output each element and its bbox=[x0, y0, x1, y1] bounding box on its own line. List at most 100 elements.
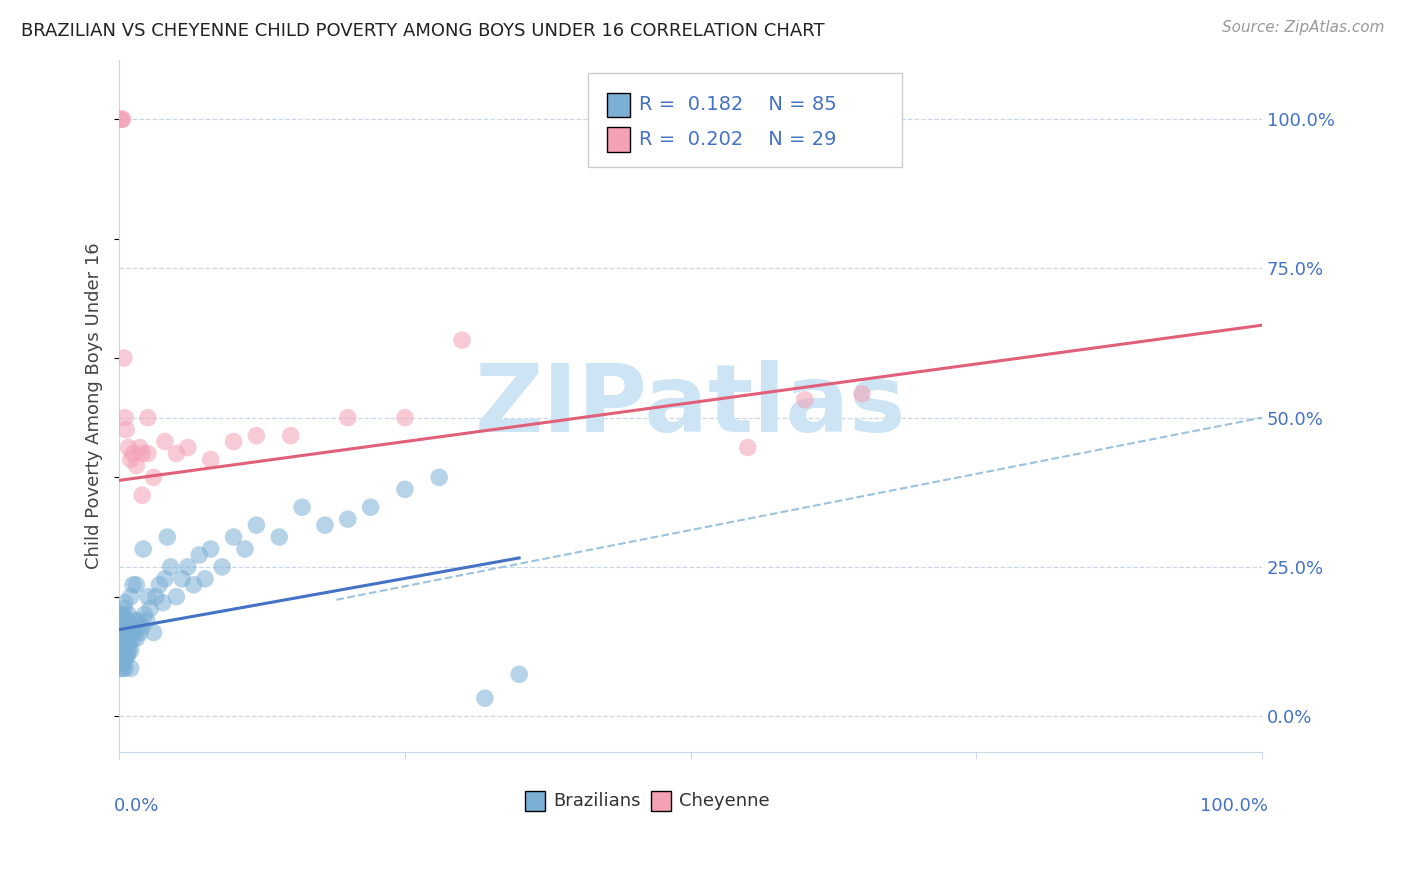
Point bbox=[112, 601, 135, 615]
Point bbox=[136, 590, 159, 604]
Point bbox=[111, 112, 134, 127]
Point bbox=[165, 446, 187, 460]
Point bbox=[233, 541, 256, 556]
Point bbox=[110, 112, 132, 127]
Point bbox=[851, 387, 873, 401]
Point bbox=[125, 632, 148, 646]
Point bbox=[128, 441, 150, 455]
Point bbox=[112, 619, 135, 633]
Point bbox=[336, 410, 359, 425]
Point bbox=[115, 638, 138, 652]
Point bbox=[110, 656, 132, 670]
Point bbox=[110, 625, 132, 640]
Point bbox=[111, 661, 134, 675]
Point bbox=[156, 530, 179, 544]
Point bbox=[122, 446, 145, 460]
Point bbox=[145, 590, 167, 604]
Point bbox=[451, 333, 474, 347]
Point bbox=[125, 458, 148, 473]
Point bbox=[139, 601, 162, 615]
Point bbox=[211, 560, 233, 574]
Point bbox=[117, 625, 139, 640]
Point bbox=[111, 638, 134, 652]
Point bbox=[117, 643, 139, 657]
Point bbox=[152, 596, 174, 610]
Point bbox=[112, 643, 135, 657]
Point bbox=[122, 632, 145, 646]
Point bbox=[117, 649, 139, 664]
Point bbox=[177, 441, 200, 455]
Point bbox=[200, 452, 222, 467]
Text: R =  0.182    N = 85: R = 0.182 N = 85 bbox=[640, 95, 837, 114]
Point bbox=[128, 625, 150, 640]
Point bbox=[110, 661, 132, 675]
Point bbox=[114, 638, 136, 652]
Point bbox=[114, 625, 136, 640]
Point bbox=[110, 649, 132, 664]
Point bbox=[120, 643, 142, 657]
Point bbox=[131, 446, 153, 460]
Point bbox=[114, 614, 136, 628]
FancyBboxPatch shape bbox=[651, 791, 671, 811]
Point bbox=[291, 500, 314, 515]
Point bbox=[114, 661, 136, 675]
Point bbox=[117, 607, 139, 622]
Point bbox=[118, 638, 141, 652]
Point bbox=[194, 572, 217, 586]
Text: Cheyenne: Cheyenne bbox=[679, 792, 769, 810]
Point bbox=[142, 470, 165, 484]
Point bbox=[183, 578, 205, 592]
Point bbox=[128, 614, 150, 628]
Point bbox=[122, 578, 145, 592]
Point bbox=[136, 410, 159, 425]
Point bbox=[394, 483, 416, 497]
Point bbox=[114, 410, 136, 425]
Point bbox=[165, 590, 187, 604]
Text: BRAZILIAN VS CHEYENNE CHILD POVERTY AMONG BOYS UNDER 16 CORRELATION CHART: BRAZILIAN VS CHEYENNE CHILD POVERTY AMON… bbox=[21, 22, 825, 40]
Point bbox=[117, 441, 139, 455]
Point bbox=[737, 441, 759, 455]
Point bbox=[110, 112, 132, 127]
Point bbox=[111, 607, 134, 622]
FancyBboxPatch shape bbox=[607, 128, 630, 152]
Point bbox=[132, 541, 155, 556]
Point bbox=[125, 578, 148, 592]
Point bbox=[131, 488, 153, 502]
FancyBboxPatch shape bbox=[588, 73, 903, 167]
Point bbox=[222, 434, 245, 449]
Point bbox=[131, 619, 153, 633]
Point bbox=[177, 560, 200, 574]
Point bbox=[111, 632, 134, 646]
Point bbox=[112, 632, 135, 646]
FancyBboxPatch shape bbox=[607, 93, 630, 117]
Point bbox=[120, 625, 142, 640]
Point bbox=[508, 667, 530, 681]
Point bbox=[188, 548, 211, 562]
Point bbox=[110, 614, 132, 628]
Point bbox=[110, 638, 132, 652]
Point bbox=[114, 649, 136, 664]
Text: Source: ZipAtlas.com: Source: ZipAtlas.com bbox=[1222, 20, 1385, 35]
Point bbox=[474, 691, 496, 706]
Point bbox=[120, 661, 142, 675]
Point bbox=[124, 614, 146, 628]
Point bbox=[245, 428, 267, 442]
Point bbox=[115, 649, 138, 664]
Text: 0.0%: 0.0% bbox=[114, 797, 159, 815]
Point bbox=[336, 512, 359, 526]
Text: R =  0.202    N = 29: R = 0.202 N = 29 bbox=[640, 129, 837, 149]
Point bbox=[269, 530, 291, 544]
Point bbox=[172, 572, 194, 586]
Point bbox=[793, 392, 815, 407]
Point bbox=[115, 619, 138, 633]
Point bbox=[142, 625, 165, 640]
Point bbox=[134, 607, 156, 622]
Point bbox=[245, 518, 267, 533]
Point bbox=[127, 619, 149, 633]
Point bbox=[110, 632, 132, 646]
Text: ZIPatlas: ZIPatlas bbox=[475, 359, 907, 451]
Point bbox=[200, 541, 222, 556]
Point bbox=[427, 470, 450, 484]
Point bbox=[394, 410, 416, 425]
Point bbox=[280, 428, 302, 442]
